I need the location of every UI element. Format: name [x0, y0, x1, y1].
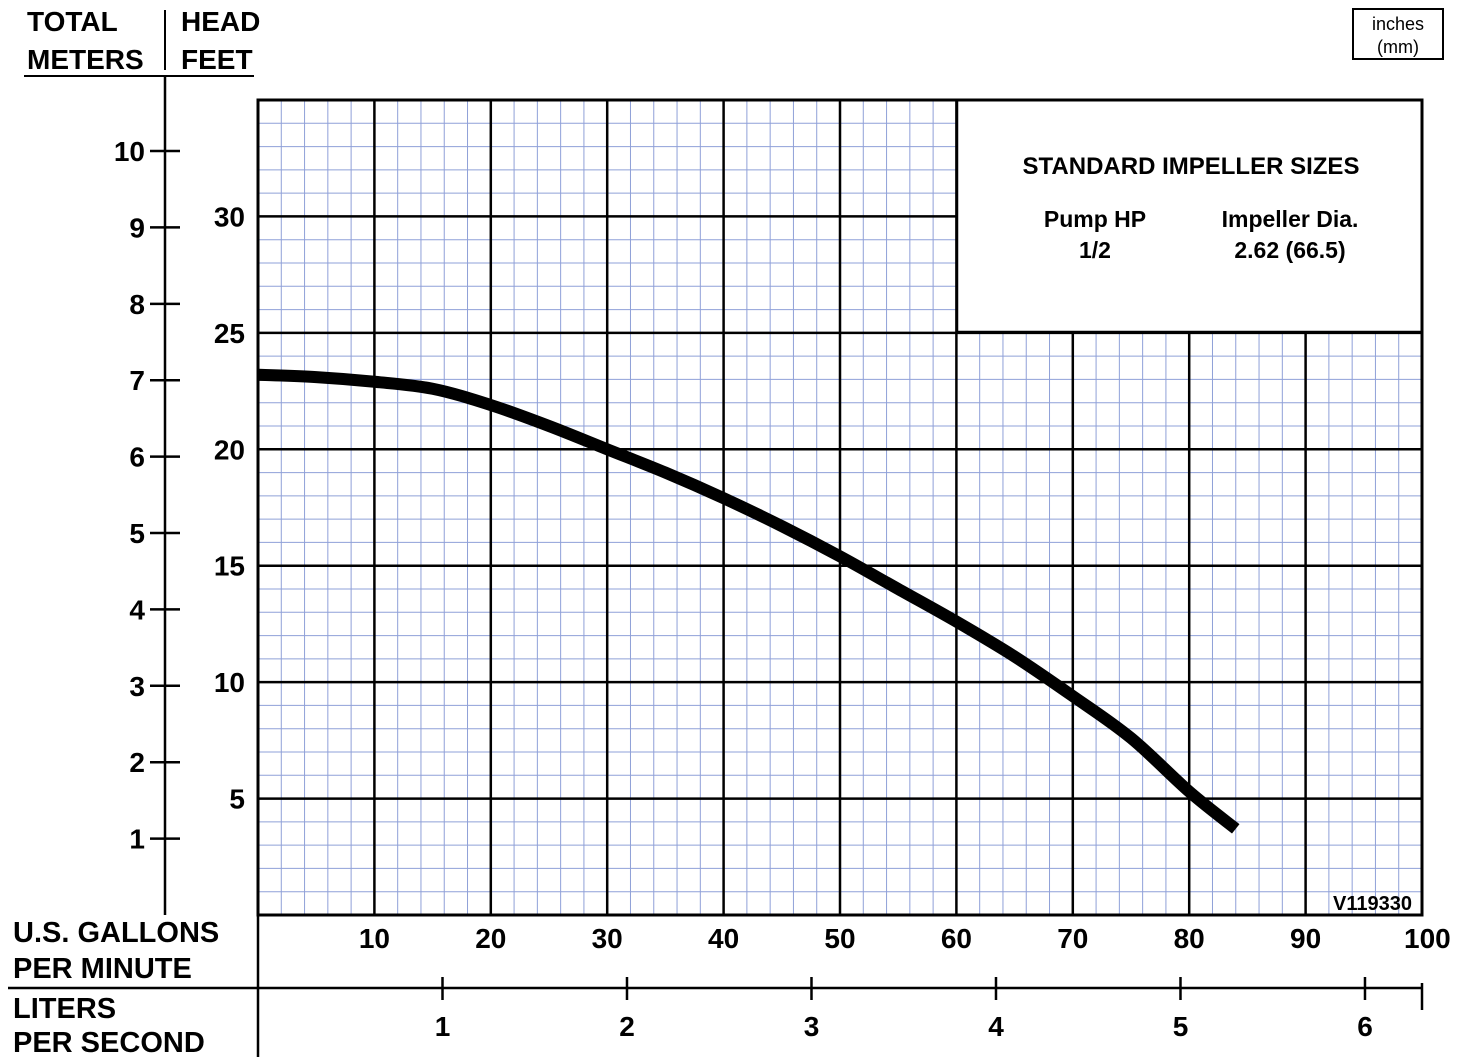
feet-header-line2: FEET — [181, 44, 253, 75]
gpm-tick-label: 50 — [824, 923, 855, 954]
gpm-axis-label-line2: PER MINUTE — [13, 953, 192, 985]
lps-tick-label: 5 — [1173, 1011, 1189, 1042]
feet-tick-label: 20 — [214, 434, 245, 465]
lps-tick-label: 3 — [804, 1011, 820, 1042]
meters-tick-label: 7 — [129, 365, 145, 396]
meters-tick-label: 8 — [129, 289, 145, 320]
gpm-tick-label: 20 — [475, 923, 506, 954]
lps-axis-ticks: 1 2 3 4 5 6 — [435, 977, 1424, 1042]
lps-tick-label: 1 — [435, 1011, 451, 1042]
lps-tick-label: 6 — [1357, 1011, 1373, 1042]
gpm-tick-label: 30 — [592, 923, 623, 954]
drawing-number: V119330 — [1333, 893, 1412, 915]
meters-header-line2: METERS — [27, 44, 144, 75]
impeller-dia-value: 2.62 (66.5) — [1234, 237, 1345, 263]
units-line1: inches — [1372, 14, 1424, 34]
meters-tick-label: 9 — [129, 212, 145, 243]
meters-tick-label: 2 — [129, 747, 145, 778]
meters-tick-label: 5 — [129, 518, 145, 549]
lps-tick-label: 2 — [619, 1011, 635, 1042]
meters-tick-label: 1 — [129, 824, 145, 855]
gpm-tick-label: 10 — [359, 923, 390, 954]
minor-grid — [258, 100, 1422, 915]
gpm-tick-label: 100 — [1404, 923, 1451, 954]
meters-header-line1: TOTAL — [27, 6, 118, 37]
lps-axis-label-line1: LITERS — [13, 993, 116, 1025]
feet-tick-label: 10 — [214, 667, 245, 698]
impeller-box-title: STANDARD IMPELLER SIZES — [1023, 153, 1360, 180]
plot-frame — [256, 98, 1424, 917]
pump-hp-value: 1/2 — [1079, 237, 1111, 263]
units-box — [1352, 8, 1444, 60]
feet-header-line1: HEAD — [181, 6, 260, 37]
curve-series-line — [257, 368, 1240, 834]
gpm-axis-label-line1: U.S. GALLONS — [13, 917, 219, 949]
feet-tick-label: 5 — [229, 784, 245, 815]
gpm-tick-label: 60 — [941, 923, 972, 954]
gpm-tick-label: 70 — [1057, 923, 1088, 954]
meters-tick-label: 3 — [129, 671, 145, 702]
gpm-axis-labels: 10 20 30 40 50 60 70 80 90 100 — [359, 923, 1451, 954]
feet-tick-label: 30 — [214, 201, 245, 232]
feet-tick-label: 25 — [214, 318, 245, 349]
meters-tick-label: 6 — [129, 442, 145, 473]
impeller-dia-header: Impeller Dia. — [1222, 206, 1359, 232]
feet-axis-labels: 5 10 15 20 25 30 — [214, 201, 245, 814]
gpm-tick-label: 40 — [708, 923, 739, 954]
gpm-tick-label: 90 — [1290, 923, 1321, 954]
impeller-sizes-box — [955, 98, 1424, 334]
units-line2: (mm) — [1377, 37, 1419, 57]
gpm-tick-label: 80 — [1174, 923, 1205, 954]
meters-tick-label: 10 — [114, 136, 145, 167]
meters-axis-ticks: 1 2 3 4 5 6 7 8 9 10 — [114, 136, 180, 855]
lps-tick-label: 4 — [988, 1011, 1004, 1042]
lps-axis-label-line2: PER SECOND — [13, 1027, 205, 1057]
pump-hp-header: Pump HP — [1044, 206, 1146, 232]
meters-tick-label: 4 — [129, 594, 145, 625]
feet-tick-label: 15 — [214, 551, 245, 582]
performance-curve — [257, 368, 1240, 834]
